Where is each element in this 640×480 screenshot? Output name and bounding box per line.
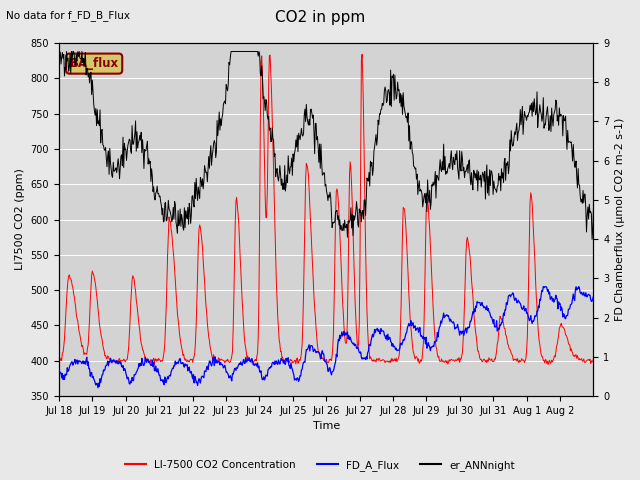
Y-axis label: FD Chamberflux (μmol CO2 m-2 s-1): FD Chamberflux (μmol CO2 m-2 s-1) [615,118,625,321]
Text: No data for f_FD_B_Flux: No data for f_FD_B_Flux [6,10,131,21]
Y-axis label: LI7500 CO2 (ppm): LI7500 CO2 (ppm) [15,168,25,271]
Legend: LI-7500 CO2 Concentration, FD_A_Flux, er_ANNnight: LI-7500 CO2 Concentration, FD_A_Flux, er… [121,456,519,475]
Text: CO2 in ppm: CO2 in ppm [275,10,365,24]
X-axis label: Time: Time [312,421,340,432]
Text: BA_flux: BA_flux [70,57,118,70]
